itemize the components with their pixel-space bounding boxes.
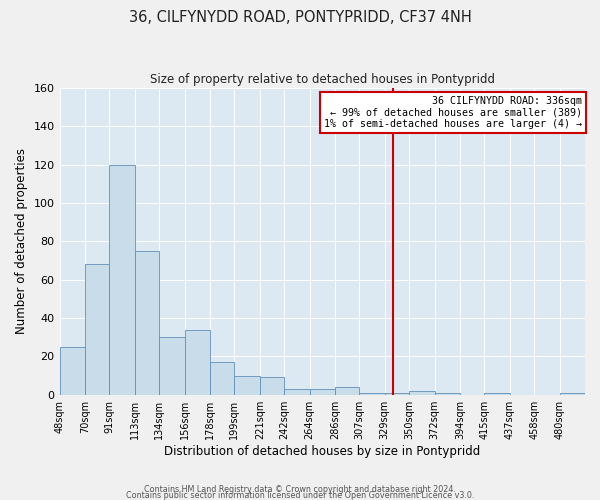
Bar: [235, 376, 260, 394]
Title: Size of property relative to detached houses in Pontypridd: Size of property relative to detached ho…: [150, 72, 495, 86]
Bar: [560, 393, 585, 394]
Bar: [109, 164, 135, 394]
Bar: [359, 393, 385, 394]
Bar: [135, 251, 159, 394]
Bar: [484, 393, 510, 394]
Bar: [159, 337, 185, 394]
Bar: [310, 389, 335, 394]
Bar: [185, 330, 210, 394]
Bar: [409, 391, 434, 394]
X-axis label: Distribution of detached houses by size in Pontypridd: Distribution of detached houses by size …: [164, 444, 481, 458]
Bar: [385, 393, 409, 394]
Bar: [85, 264, 109, 394]
Text: Contains HM Land Registry data © Crown copyright and database right 2024.: Contains HM Land Registry data © Crown c…: [144, 485, 456, 494]
Bar: [335, 387, 359, 394]
Bar: [210, 362, 235, 394]
Bar: [59, 347, 85, 395]
Text: 36 CILFYNYDD ROAD: 336sqm
← 99% of detached houses are smaller (389)
1% of semi-: 36 CILFYNYDD ROAD: 336sqm ← 99% of detac…: [325, 96, 583, 129]
Bar: [434, 393, 460, 394]
Bar: [284, 389, 310, 394]
Text: Contains public sector information licensed under the Open Government Licence v3: Contains public sector information licen…: [126, 490, 474, 500]
Bar: [260, 378, 284, 394]
Text: 36, CILFYNYDD ROAD, PONTYPRIDD, CF37 4NH: 36, CILFYNYDD ROAD, PONTYPRIDD, CF37 4NH: [128, 10, 472, 25]
Y-axis label: Number of detached properties: Number of detached properties: [15, 148, 28, 334]
